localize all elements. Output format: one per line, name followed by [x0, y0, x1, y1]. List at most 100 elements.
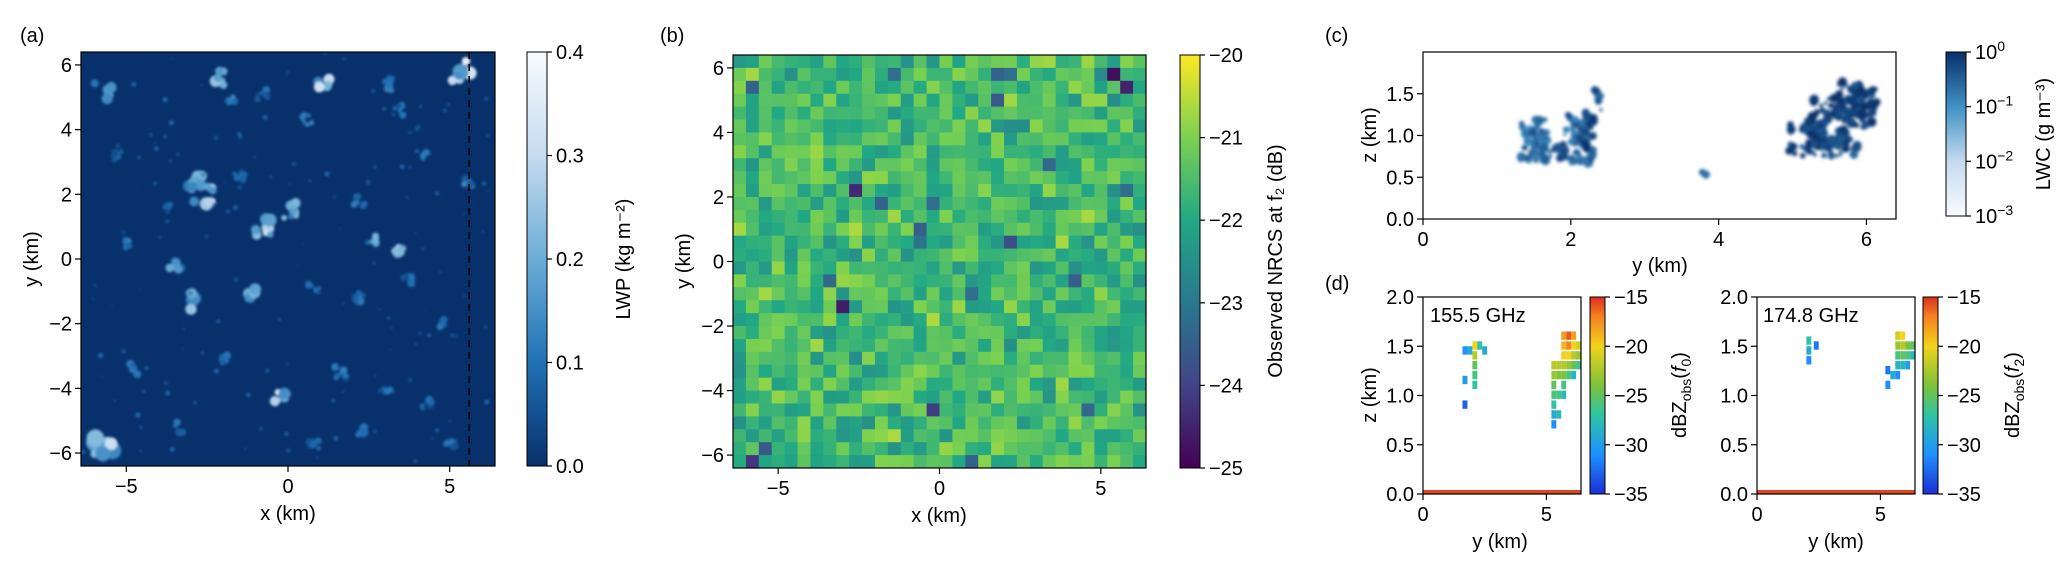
nrcs-cell — [1055, 326, 1069, 340]
nrcs-cell — [862, 455, 876, 469]
nrcs-cell — [1120, 442, 1134, 456]
nrcs-cell — [900, 261, 915, 275]
nrcs-cell — [823, 67, 837, 82]
dbz-pixel — [1551, 420, 1557, 429]
nrcs-cell — [1042, 248, 1057, 262]
cloud-speck — [100, 375, 104, 378]
cloud-speck — [439, 270, 442, 274]
nrcs-cell — [797, 416, 811, 430]
y-tick-label: 2.0 — [1720, 287, 1748, 309]
cloud-speck — [296, 264, 300, 268]
cloud-speck — [214, 135, 218, 140]
dbz-pixel — [1556, 361, 1562, 370]
nrcs-cell — [771, 416, 786, 430]
nrcs-cell — [887, 300, 902, 314]
nrcs-cell — [784, 390, 798, 404]
nrcs-cell — [926, 171, 940, 185]
nrcs-cell — [1107, 442, 1121, 456]
nrcs-cell — [1055, 158, 1069, 172]
lwc-blob — [1809, 115, 1813, 120]
nrcs-cell — [1016, 300, 1031, 314]
dbz-pixel — [1910, 341, 1915, 350]
nrcs-cell — [1016, 429, 1031, 443]
dbz-pixel — [1566, 370, 1572, 380]
panel-d1-pixels — [1462, 331, 1581, 429]
nrcs-cell — [965, 67, 979, 82]
nrcs-cell — [823, 377, 837, 391]
nrcs-cell — [733, 326, 747, 340]
nrcs-cell — [758, 261, 773, 275]
nrcs-cell — [849, 351, 863, 366]
lwc-blob — [1547, 149, 1553, 155]
nrcs-cell — [965, 93, 979, 108]
nrcs-cell — [1029, 403, 1044, 417]
cloud-speck — [483, 325, 488, 329]
cloud-speck — [98, 353, 104, 359]
colorbar-tick-label: 100 — [1975, 38, 2005, 64]
nrcs-cell — [900, 196, 915, 211]
cloud-blob — [392, 106, 398, 111]
nrcs-cell — [1120, 364, 1134, 379]
nrcs-cell — [952, 222, 966, 237]
nrcs-cell — [784, 338, 798, 353]
nrcs-cell — [745, 106, 760, 120]
cloud-blob — [443, 439, 451, 447]
nrcs-cell — [965, 429, 979, 443]
cloud-blob — [219, 81, 228, 89]
nrcs-cell — [1068, 235, 1082, 249]
nrcs-cell — [1029, 145, 1044, 159]
nrcs-cell — [1029, 248, 1044, 262]
nrcs-cell — [1120, 390, 1134, 404]
cloud-speck — [470, 201, 473, 204]
nrcs-cell — [823, 300, 837, 314]
cloud-speck — [388, 348, 392, 351]
nrcs-cell — [1107, 300, 1121, 314]
nrcs-cell — [991, 209, 1005, 224]
nrcs-cell — [991, 429, 1005, 443]
nrcs-cell — [1016, 364, 1031, 379]
panel-b-colorbar-ticks: −20−21−22−23−24−25 — [1200, 45, 1243, 480]
nrcs-cell — [771, 209, 786, 224]
cloud-blob — [399, 111, 407, 119]
cloud-speck — [408, 165, 412, 169]
nrcs-cell — [1120, 351, 1134, 366]
nrcs-cell — [926, 442, 940, 456]
cloud-blob — [400, 274, 406, 280]
nrcs-cell — [836, 300, 850, 314]
cloud-speck — [409, 369, 413, 372]
nrcs-cell — [1029, 119, 1044, 133]
nrcs-cell — [991, 67, 1005, 82]
nrcs-cell — [952, 390, 966, 404]
nrcs-cell — [1042, 235, 1057, 249]
nrcs-cell — [900, 55, 915, 69]
cloud-speck — [139, 449, 142, 453]
nrcs-cell — [1120, 403, 1134, 417]
nrcs-cell — [939, 132, 953, 146]
nrcs-cell — [1094, 364, 1108, 379]
nrcs-cell — [939, 287, 953, 301]
nrcs-cell — [874, 429, 889, 443]
nrcs-cell — [874, 416, 889, 430]
nrcs-cell — [1068, 416, 1082, 430]
dbz-pixel — [1462, 375, 1468, 385]
nrcs-cell — [1081, 338, 1095, 353]
nrcs-cell — [1120, 274, 1134, 288]
panel-b-letter: (b) — [660, 25, 684, 47]
nrcs-cell — [862, 338, 876, 353]
nrcs-cell — [862, 377, 876, 391]
nrcs-cell — [797, 403, 811, 417]
cloud-speck — [158, 235, 163, 240]
nrcs-cell — [1120, 55, 1134, 69]
y-tick-label: 0.5 — [1386, 435, 1414, 457]
nrcs-cell — [1107, 145, 1121, 159]
nrcs-cell — [900, 416, 915, 430]
nrcs-cell — [1055, 403, 1069, 417]
nrcs-cell — [978, 209, 992, 224]
nrcs-cell — [991, 351, 1005, 366]
nrcs-cell — [874, 80, 889, 95]
cloud-speck — [233, 277, 239, 282]
y-tick-label: 1.5 — [1386, 336, 1414, 358]
nrcs-cell — [1042, 364, 1057, 379]
nrcs-cell — [797, 145, 811, 159]
nrcs-cell — [978, 55, 992, 69]
